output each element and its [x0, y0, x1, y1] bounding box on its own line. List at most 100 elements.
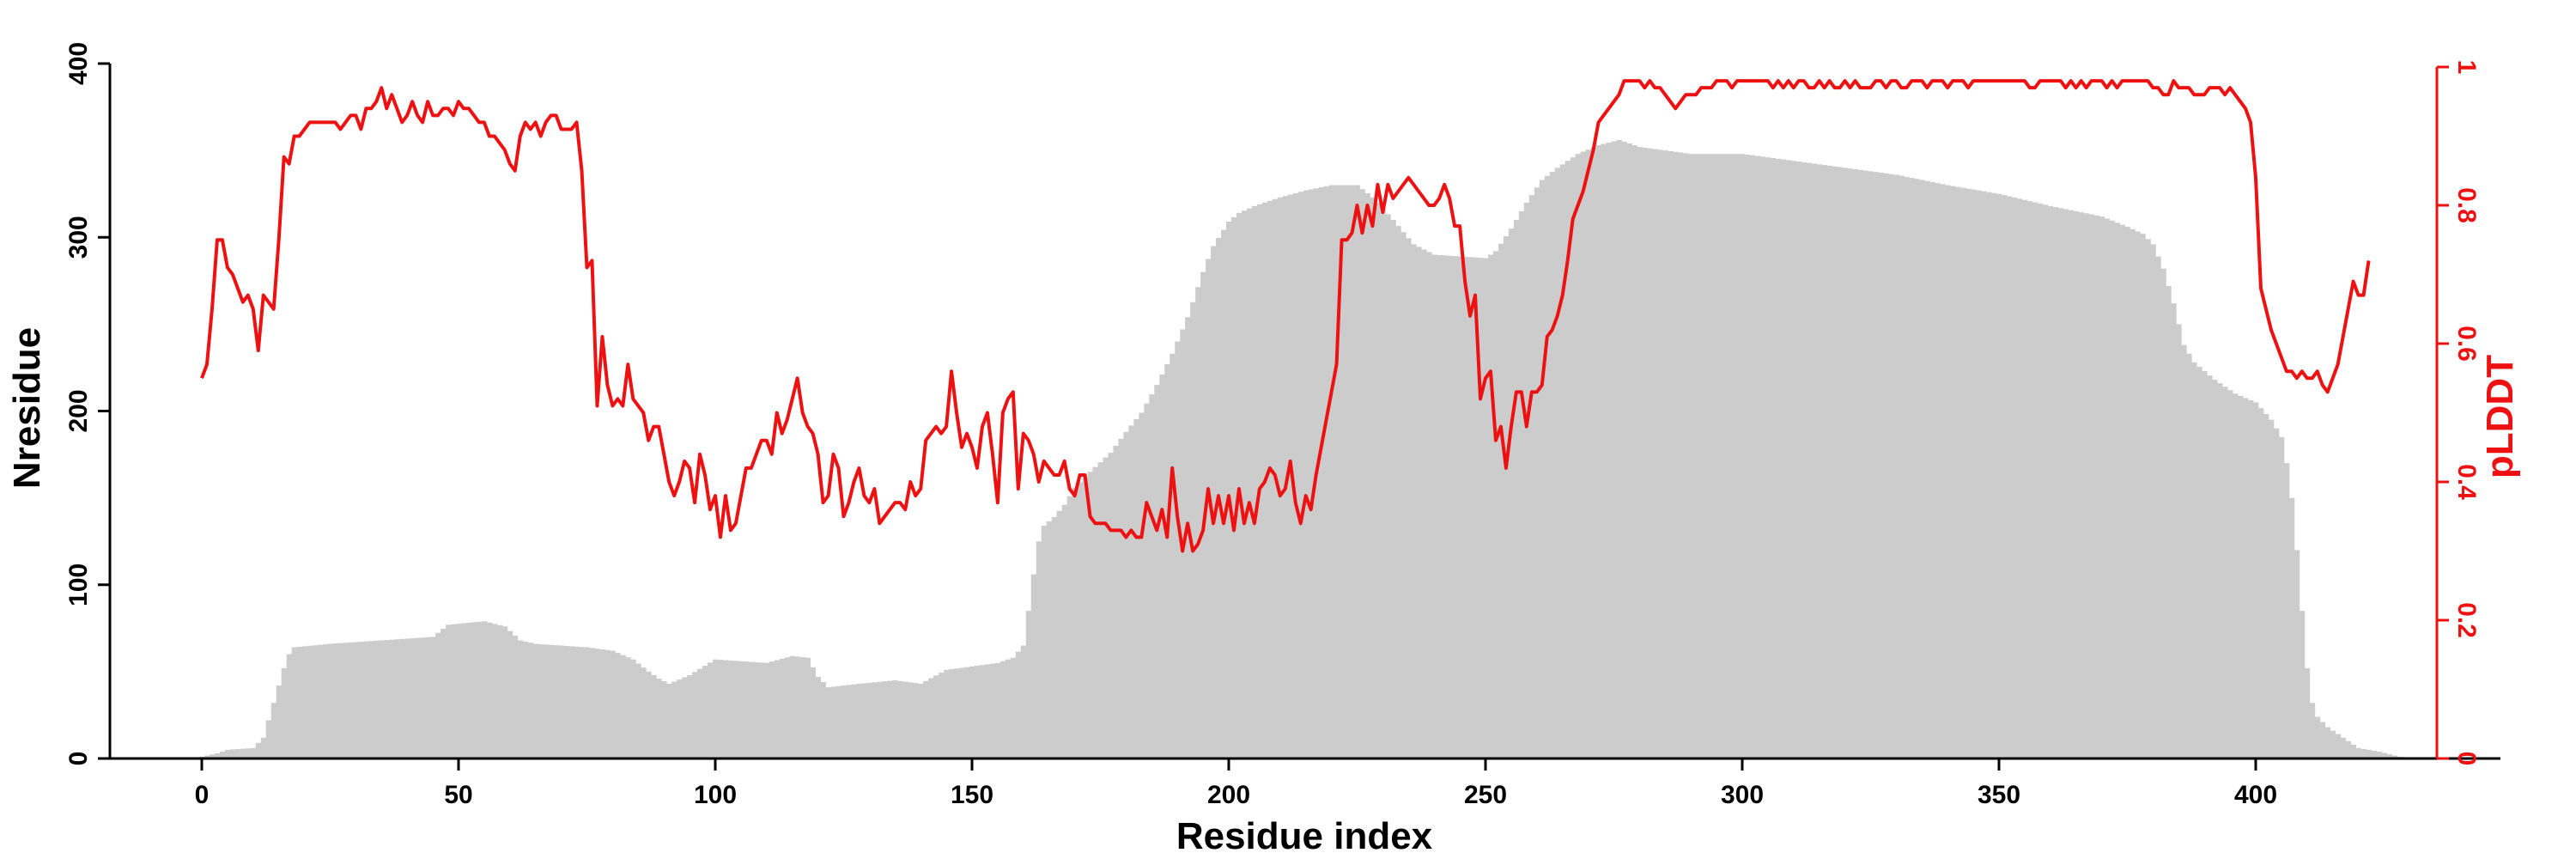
histogram-bar — [974, 666, 981, 758]
histogram-bar — [214, 752, 221, 758]
histogram-bar — [2073, 210, 2080, 758]
histogram-bar — [1678, 152, 1684, 759]
histogram-bar — [2109, 220, 2115, 759]
histogram-bar — [1103, 457, 1109, 758]
histogram-bar — [1662, 150, 1668, 759]
histogram-bar — [666, 684, 672, 758]
histogram-bar — [1904, 176, 1910, 758]
histogram-bar — [517, 640, 524, 758]
histogram-bar — [1862, 170, 1868, 759]
histogram-bar — [1647, 148, 1653, 758]
histogram-bar — [1431, 254, 1437, 759]
histogram-bar — [2335, 734, 2342, 758]
histogram-bar — [682, 677, 688, 758]
histogram-bar — [1929, 181, 1935, 758]
histogram-bar — [1724, 154, 1730, 759]
histogram-bar — [630, 659, 636, 758]
histogram-bar — [1077, 482, 1083, 758]
histogram-bar — [1868, 171, 1874, 758]
left-y-tick-label: 300 — [64, 216, 93, 259]
histogram-bar — [1795, 161, 1802, 758]
histogram-bar — [1087, 472, 1093, 758]
histogram-bar — [255, 742, 262, 758]
histogram-bar — [1955, 186, 1961, 759]
histogram-bar — [1236, 212, 1242, 758]
histogram-bar — [2001, 195, 2008, 759]
histogram-bar — [1698, 154, 1704, 759]
histogram-bar — [1395, 226, 1401, 759]
histogram-bar — [2202, 370, 2208, 758]
histogram-bar — [2145, 239, 2151, 758]
x-tick-label: 350 — [1978, 781, 2020, 809]
histogram-bar — [1478, 258, 1484, 758]
histogram-bar — [1139, 412, 1145, 758]
histogram-bar — [291, 647, 298, 758]
histogram-bar — [1323, 186, 1330, 759]
histogram-bar — [1534, 187, 1540, 758]
histogram-bar — [702, 666, 708, 758]
histogram-bar — [1811, 163, 1818, 758]
histogram-bar — [2299, 611, 2306, 758]
histogram-bar — [579, 647, 585, 758]
histogram-bar — [2268, 419, 2275, 758]
histogram-bar — [1051, 516, 1058, 758]
histogram-bar — [1945, 185, 1951, 758]
histogram-bar — [1652, 149, 1658, 758]
histogram-bar — [589, 648, 595, 758]
histogram-bar — [2099, 216, 2105, 759]
histogram-bar — [671, 681, 677, 758]
histogram-bar — [738, 661, 744, 758]
left-y-tick-label: 0 — [64, 752, 93, 766]
histogram-bar — [1523, 202, 1530, 759]
histogram-bar — [994, 662, 1001, 758]
histogram-bar — [774, 660, 781, 758]
histogram-bar — [486, 622, 493, 758]
histogram-bar — [1950, 186, 1956, 759]
histogram-bar — [999, 661, 1006, 758]
histogram-bar — [1108, 453, 1114, 758]
histogram-bar — [2042, 204, 2049, 758]
histogram-bar — [1806, 162, 1813, 758]
histogram-bar — [1616, 139, 1622, 759]
histogram-bar — [1847, 168, 1853, 758]
histogram-bar — [1066, 496, 1073, 758]
right-y-tick-label: 0 — [2452, 752, 2481, 766]
histogram-bar — [1118, 438, 1124, 758]
histogram-bar — [2135, 231, 2141, 758]
histogram-bar — [2093, 215, 2100, 758]
histogram-bar — [389, 639, 395, 758]
histogram-bar — [610, 650, 616, 758]
histogram-bar — [435, 632, 441, 758]
histogram-bar — [1406, 238, 1412, 758]
histogram-bar — [1256, 204, 1263, 758]
histogram-bar — [1960, 187, 1966, 759]
histogram-bar — [1334, 185, 1340, 758]
histogram-bar — [1775, 158, 1782, 758]
histogram-bar — [2160, 268, 2166, 758]
histogram-bar — [872, 682, 878, 758]
histogram-bar — [2381, 752, 2387, 758]
histogram-bar — [1585, 149, 1591, 759]
histogram-bar — [1175, 341, 1181, 758]
histogram-bar — [543, 644, 550, 758]
histogram-bar — [584, 647, 590, 758]
histogram-bar — [1601, 143, 1607, 759]
histogram-bar — [2330, 730, 2336, 758]
histogram-bar — [1735, 154, 1741, 759]
histogram-bar — [1770, 158, 1777, 758]
histogram-bar — [1380, 208, 1386, 758]
histogram-bar — [717, 660, 724, 758]
histogram-bar — [1878, 173, 1884, 758]
histogram-bar — [933, 675, 939, 758]
histogram-bar — [1056, 510, 1063, 758]
histogram-bar — [2191, 362, 2197, 758]
histogram-bar — [374, 640, 380, 758]
x-tick-label: 50 — [444, 781, 472, 809]
histogram-bar — [1113, 445, 1119, 758]
histogram-bar — [538, 643, 544, 758]
histogram-bar — [2324, 727, 2331, 758]
x-tick-label: 0 — [195, 781, 210, 809]
histogram-bar — [2253, 402, 2259, 758]
histogram-bar — [1164, 363, 1170, 758]
